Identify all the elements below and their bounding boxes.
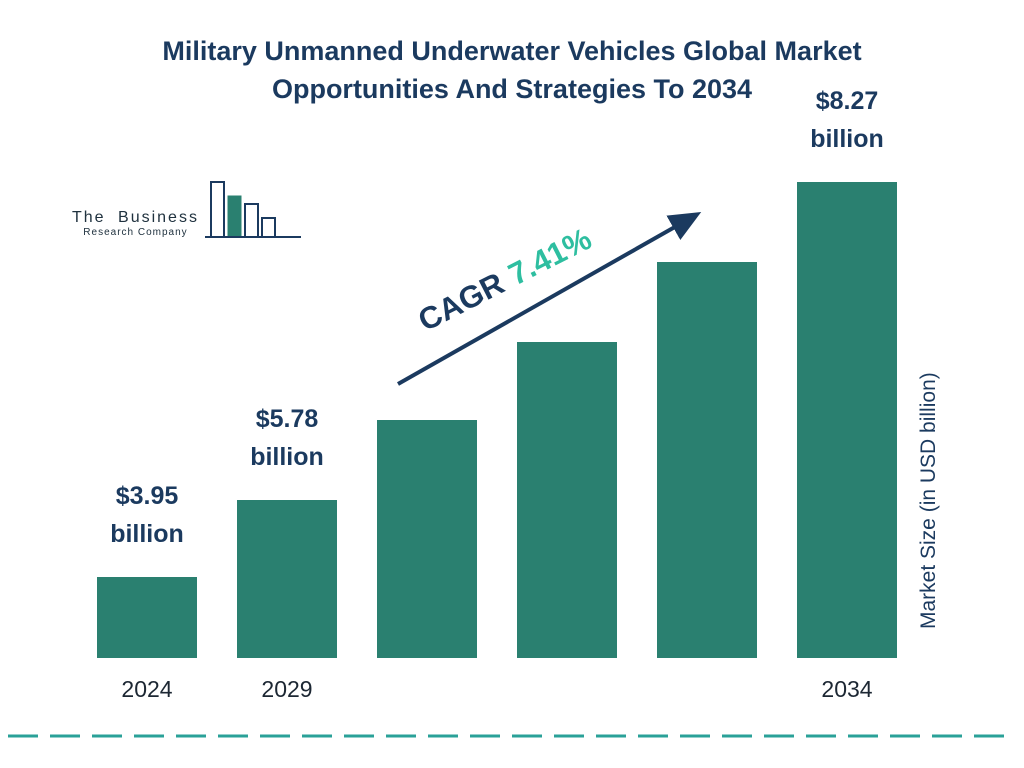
x-axis-label-2034: 2034 [821, 676, 873, 702]
logo-name-line1: The Business [72, 209, 199, 226]
bar-year-3 [377, 420, 477, 658]
logo-bars-icon [204, 181, 301, 238]
chart-title: Military Unmanned Underwater Vehicles Gl… [0, 32, 1024, 108]
x-axis-label-2024: 2024 [121, 676, 173, 702]
bar-2024 [97, 577, 197, 658]
bar-value-label-2034: $8.27 billion [810, 87, 884, 153]
bar-2029 [237, 500, 337, 658]
bar-year-5 [657, 262, 757, 658]
bar-year-4 [517, 342, 617, 658]
chart-title-line1: Military Unmanned Underwater Vehicles Gl… [162, 36, 862, 66]
logo-name-line2: Research Company [83, 227, 188, 238]
chart-title-line2: Opportunities And Strategies To 2034 [271, 74, 753, 104]
bar-value-label-2024: $3.95 billion [110, 482, 184, 548]
company-logo: The Business Research Company [72, 178, 301, 244]
bar-value-label-2029: $5.78 billion [250, 405, 324, 471]
x-axis-label-2029: 2029 [261, 676, 313, 702]
y-axis-label: Market Size (in USD billion) [917, 372, 940, 630]
company-logo-text: The Business Research Company [72, 209, 199, 244]
bar-2034 [797, 182, 897, 658]
